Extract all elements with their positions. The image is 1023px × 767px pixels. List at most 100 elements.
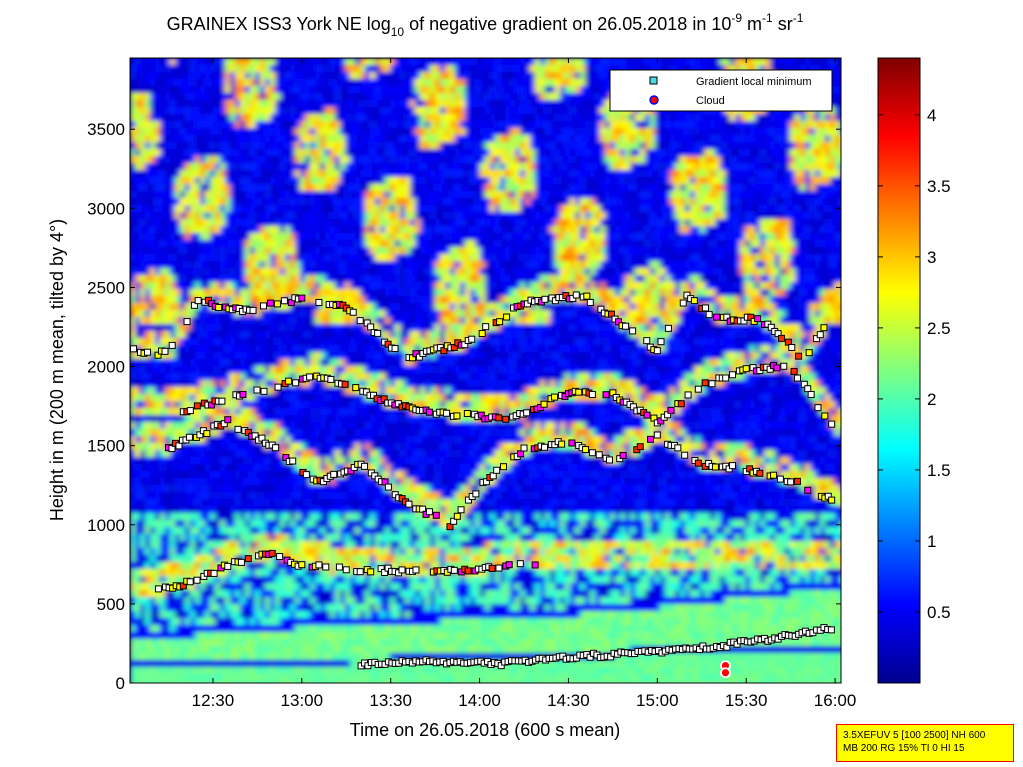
heatmap-cell (215, 324, 221, 332)
heatmap-cell (200, 79, 206, 87)
heatmap-cell (290, 492, 296, 500)
heatmap-cell (340, 261, 346, 269)
heatmap-cell (230, 282, 236, 290)
heatmap-cell (135, 303, 141, 311)
heatmap-cell (270, 513, 276, 521)
heatmap-cell (160, 254, 166, 262)
heatmap-cell (300, 114, 306, 122)
heatmap-cell (325, 114, 331, 122)
heatmap-cell (135, 562, 141, 570)
heatmap-cell (155, 93, 161, 101)
heatmap-cell (175, 107, 181, 115)
heatmap-cell (400, 114, 406, 122)
heatmap-cell (370, 506, 376, 514)
heatmap-cell (325, 317, 331, 325)
heatmap-cell (180, 324, 186, 332)
heatmap-cell (310, 345, 316, 353)
heatmap-cell (250, 674, 256, 682)
heatmap-cell (220, 387, 226, 395)
heatmap-cell (215, 156, 221, 164)
heatmap-cell (310, 520, 316, 528)
heatmap-cell (265, 373, 271, 381)
heatmap-cell (250, 394, 256, 402)
heatmap-cell (290, 373, 296, 381)
heatmap-cell (320, 240, 326, 248)
heatmap-cell (205, 233, 211, 241)
heatmap-cell (145, 653, 151, 661)
heatmap-cell (185, 618, 191, 626)
heatmap-cell (320, 681, 326, 683)
heatmap-cell (165, 114, 171, 122)
heatmap-cell (175, 324, 181, 332)
heatmap-cell (255, 548, 261, 556)
heatmap-cell (195, 450, 201, 458)
heatmap-cell (195, 618, 201, 626)
heatmap-cell (150, 261, 156, 269)
heatmap-cell (165, 562, 171, 570)
heatmap-cell (295, 646, 301, 654)
heatmap-cell (235, 324, 241, 332)
heatmap-cell (360, 478, 366, 486)
heatmap-cell (400, 373, 406, 381)
heatmap-cell (330, 450, 336, 458)
heatmap-cell (335, 646, 341, 654)
heatmap-cell (355, 506, 361, 514)
heatmap-cell (240, 506, 246, 514)
heatmap-cell (280, 646, 286, 654)
heatmap-cell (380, 429, 386, 437)
heatmap-cell (225, 240, 231, 248)
heatmap-cell (260, 233, 266, 241)
heatmap-cell (345, 597, 351, 605)
heatmap-cell (300, 149, 306, 157)
heatmap-cell (395, 303, 401, 311)
heatmap-cell (325, 100, 331, 108)
heatmap-cell (375, 72, 381, 80)
heatmap-cell (225, 618, 231, 626)
heatmap-cell (205, 373, 211, 381)
heatmap-cell (340, 408, 346, 416)
heatmap-cell (285, 149, 291, 157)
heatmap-cell (370, 555, 376, 563)
heatmap-cell (130, 65, 136, 73)
heatmap-cell (385, 142, 391, 150)
heatmap-cell (255, 275, 261, 283)
heatmap-cell (300, 681, 306, 683)
heatmap-cell (340, 373, 346, 381)
heatmap-cell (210, 240, 216, 248)
heatmap-cell (220, 247, 226, 255)
heatmap-cell (150, 436, 156, 444)
heatmap-cell (130, 170, 136, 178)
heatmap-cell (240, 128, 246, 136)
heatmap-cell (380, 450, 386, 458)
heatmap-cell (175, 478, 181, 486)
heatmap-cell (280, 443, 286, 451)
heatmap-cell (130, 233, 136, 241)
heatmap-cell (360, 310, 366, 318)
heatmap-cell (270, 569, 276, 577)
heatmap-cell (320, 660, 326, 668)
heatmap-cell (270, 387, 276, 395)
heatmap-cell (220, 275, 226, 283)
heatmap-cell (395, 317, 401, 325)
heatmap-cell (200, 352, 206, 360)
heatmap-cell (180, 485, 186, 493)
heatmap-cell (150, 58, 156, 66)
heatmap-cell (295, 471, 301, 479)
heatmap-cell (230, 506, 236, 514)
heatmap-cell (335, 618, 341, 626)
heatmap-cell (385, 198, 391, 206)
heatmap-cell (355, 520, 361, 528)
heatmap-cell (310, 646, 316, 654)
heatmap-cell (350, 660, 356, 668)
heatmap-cell (295, 443, 301, 451)
heatmap-cell (230, 324, 236, 332)
heatmap-cell (145, 366, 151, 374)
heatmap-cell (165, 142, 171, 150)
heatmap-cell (180, 492, 186, 500)
heatmap-cell (130, 331, 136, 339)
heatmap-cell (235, 534, 241, 542)
heatmap-cell (280, 562, 286, 570)
heatmap-cell (260, 667, 266, 675)
heatmap-cell (395, 142, 401, 150)
heatmap-cell (365, 485, 371, 493)
